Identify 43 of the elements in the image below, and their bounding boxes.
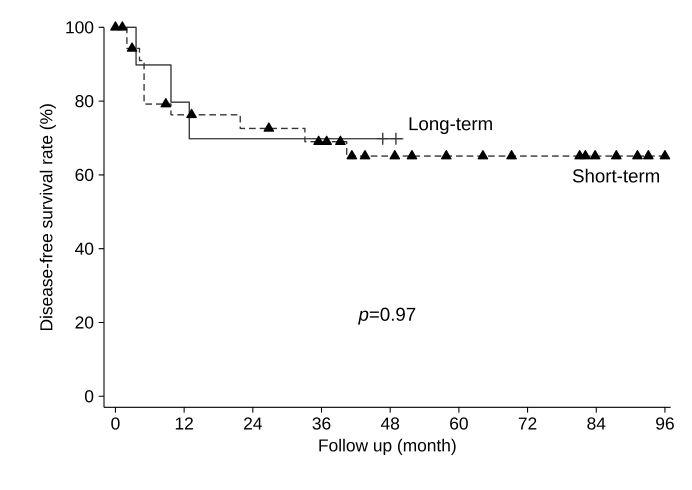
series-label: Short-term — [572, 168, 660, 183]
point — [590, 150, 600, 160]
x-tick-label: 24 — [244, 417, 262, 430]
y-tick-label: 40 — [75, 242, 94, 255]
point — [478, 150, 488, 160]
point — [632, 150, 643, 160]
point — [376, 132, 390, 146]
point — [321, 136, 332, 146]
point — [335, 136, 346, 146]
point — [660, 150, 670, 160]
y-tick-label: 100 — [66, 21, 94, 34]
point — [360, 150, 370, 160]
point — [160, 98, 172, 108]
x-tick-label: 84 — [587, 417, 606, 430]
annotation: p=0.97 — [358, 308, 416, 325]
x-tick-label: 0 — [111, 417, 120, 430]
y-tick-label: 20 — [76, 316, 94, 329]
point — [346, 150, 358, 160]
point — [441, 150, 452, 160]
point — [186, 108, 197, 118]
x-tick-label: 36 — [312, 417, 330, 430]
y-tick-label: 60 — [76, 168, 94, 182]
point — [506, 150, 517, 160]
y-tick-label: 0 — [84, 390, 94, 402]
point — [643, 150, 654, 160]
x-tick-label: 72 — [518, 417, 536, 430]
point — [389, 132, 403, 146]
y-axis-title: Disease-free survival rate (%) — [40, 104, 56, 330]
x-tick-label: 12 — [176, 417, 193, 430]
point — [264, 122, 274, 132]
point — [406, 150, 418, 160]
point — [313, 136, 324, 146]
point — [389, 150, 400, 160]
point — [611, 150, 622, 160]
x-tick-label: 60 — [450, 417, 468, 430]
point — [117, 21, 128, 31]
y-tick-label: 80 — [75, 94, 94, 108]
series-label: Long-term — [410, 117, 492, 134]
x-tick-label: 96 — [656, 417, 674, 430]
x-axis-title: Follow up (month) — [319, 438, 456, 455]
x-tick-label: 48 — [380, 417, 400, 430]
point — [126, 42, 138, 52]
point — [580, 150, 591, 160]
